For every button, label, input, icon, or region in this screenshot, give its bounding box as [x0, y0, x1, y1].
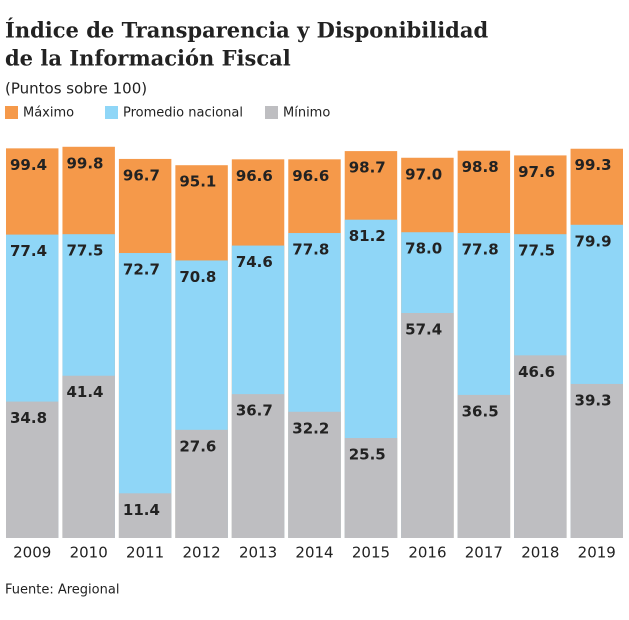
- value-label: 39.3: [575, 391, 612, 409]
- value-label: 79.9: [575, 232, 612, 250]
- value-label: 97.6: [518, 163, 555, 181]
- value-label: 46.6: [518, 363, 555, 381]
- x-tick-label: 2016: [408, 544, 446, 562]
- value-label: 97.0: [405, 165, 442, 183]
- value-label: 11.4: [123, 501, 160, 519]
- value-label: 74.6: [236, 253, 273, 271]
- chart-subtitle: (Puntos sobre 100): [5, 80, 147, 98]
- value-label: 96.7: [123, 166, 160, 184]
- value-label: 98.7: [349, 159, 386, 177]
- value-label: 81.2: [349, 227, 386, 245]
- value-label: 36.7: [236, 402, 273, 420]
- bar: [457, 394, 511, 538]
- legend-swatch: [105, 106, 118, 119]
- value-label: 77.8: [292, 241, 329, 259]
- x-tick-label: 2017: [465, 544, 503, 562]
- chart-title-line: Índice de Transparencia y Disponibilidad: [5, 18, 488, 43]
- value-label: 95.1: [179, 173, 216, 191]
- legend-label: Máximo: [23, 106, 74, 121]
- value-label: 99.8: [66, 154, 103, 172]
- x-tick-label: 2010: [70, 544, 108, 562]
- x-tick-label: 2015: [352, 544, 390, 562]
- x-tick-label: 2012: [182, 544, 220, 562]
- bar: [175, 429, 228, 538]
- bar: [231, 394, 285, 538]
- bar: [6, 401, 59, 538]
- bar: [62, 375, 115, 538]
- value-label: 32.2: [292, 419, 329, 437]
- bar: [118, 253, 172, 539]
- bar: [401, 312, 454, 538]
- source: Fuente: Aregional: [5, 583, 119, 598]
- value-label: 34.8: [10, 409, 47, 427]
- value-label: 41.4: [66, 383, 103, 401]
- value-label: 77.5: [66, 242, 103, 260]
- bar: [514, 355, 567, 538]
- x-tick-label: 2009: [13, 544, 51, 562]
- legend-label: Mínimo: [283, 106, 330, 121]
- value-label: 57.4: [405, 320, 442, 338]
- bar: [288, 411, 341, 538]
- chart-title-line: de la Información Fiscal: [5, 46, 291, 71]
- x-tick-label: 2019: [578, 544, 616, 562]
- value-label: 99.3: [575, 156, 612, 174]
- value-label: 96.6: [236, 167, 273, 185]
- x-tick-label: 2011: [126, 544, 164, 562]
- x-tick-label: 2013: [239, 544, 277, 562]
- value-label: 77.5: [518, 242, 555, 260]
- bar: [344, 438, 398, 538]
- value-label: 72.7: [123, 261, 160, 279]
- bar: [570, 383, 623, 538]
- value-label: 36.5: [462, 402, 499, 420]
- x-tick-label: 2014: [295, 544, 333, 562]
- value-label: 27.6: [179, 437, 216, 455]
- legend-swatch: [5, 106, 18, 119]
- bar: [118, 493, 172, 538]
- value-label: 78.0: [405, 240, 442, 258]
- value-label: 25.5: [349, 446, 386, 464]
- x-tick-label: 2018: [521, 544, 559, 562]
- value-label: 96.6: [292, 167, 329, 185]
- value-label: 77.4: [10, 242, 47, 260]
- value-label: 99.4: [10, 156, 47, 174]
- legend-label: Promedio nacional: [123, 106, 243, 121]
- value-label: 70.8: [179, 268, 216, 286]
- value-label: 98.8: [462, 158, 499, 176]
- legend-swatch: [265, 106, 278, 119]
- value-label: 77.8: [462, 241, 499, 259]
